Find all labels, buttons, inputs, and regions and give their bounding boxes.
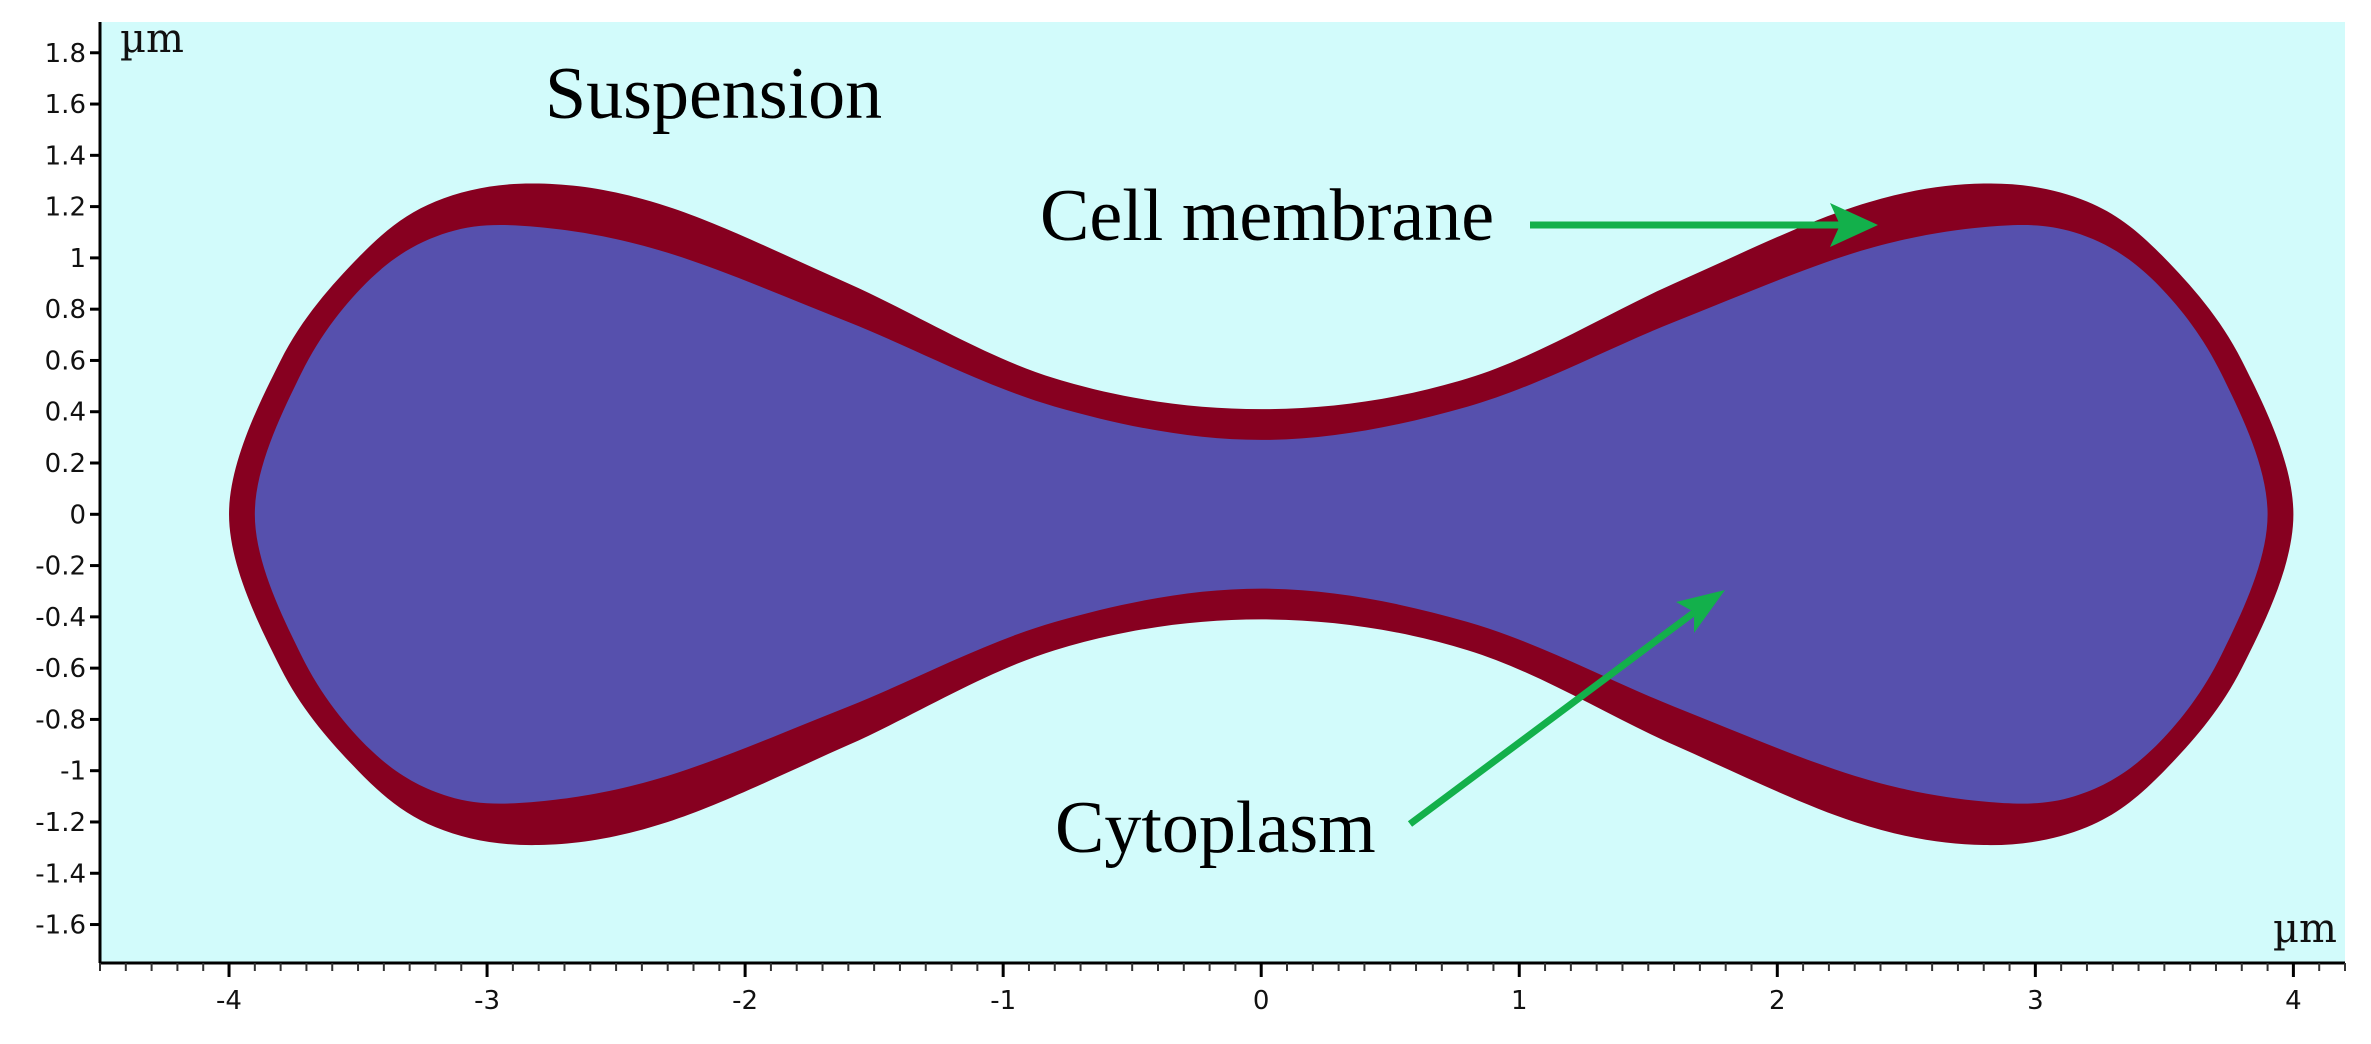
y-tick-label: 0.2: [45, 449, 86, 479]
x-tick-label: 0: [1253, 986, 1270, 1016]
cytoplasm-region: [254, 224, 2268, 804]
x-tick-label: -3: [474, 986, 500, 1016]
y-tick-label: 0: [69, 500, 86, 530]
membrane-arrow-head: [1830, 203, 1878, 247]
y-tick-label: 0.6: [45, 346, 86, 376]
y-tick-label: 0.8: [45, 295, 86, 325]
x-ticks: -4 -3 -2 -1 0 1 2 3 4: [99, 963, 2346, 1016]
y-tick-label: -0.8: [35, 705, 86, 735]
y-axis: -1.6 -1.4 -1.2 -1 -0.8 -0.6 -0.4 -0.2 0 0.2 0.4 0.6…: [35, 22, 102, 963]
y-tick-label: 1.6: [45, 90, 86, 120]
x-tick-label: 1: [1511, 986, 1528, 1016]
x-tick-label: 3: [2027, 986, 2044, 1016]
y-tick-label: -1.6: [35, 911, 86, 941]
y-ticks: -1.6 -1.4 -1.2 -1 -0.8 -0.6 -0.4 -0.2 0 0.2 0.4 0.6…: [35, 39, 100, 941]
annotation-arrows: [1407, 203, 1878, 827]
y-tick-label: 1.4: [45, 141, 86, 171]
y-tick-label: 1: [69, 244, 86, 274]
cytoplasm-arrow: [1407, 605, 1703, 827]
y-tick-label: -1: [60, 757, 86, 787]
membrane-label: Cell membrane: [1040, 175, 1494, 257]
x-tick-label: -4: [216, 986, 242, 1016]
x-tick-label: 4: [2285, 986, 2302, 1016]
cytoplasm-arrow-head: [1676, 590, 1725, 633]
y-tick-label: 0.4: [45, 398, 86, 428]
x-unit-label: µm: [2273, 906, 2337, 952]
y-tick-label: -0.2: [35, 552, 86, 582]
y-tick-label: -1.4: [35, 859, 86, 889]
cytoplasm-label: Cytoplasm: [1055, 787, 1376, 869]
suspension-label: Suspension: [545, 53, 882, 135]
y-tick-label: -1.2: [35, 808, 86, 838]
y-unit-label: µm: [120, 16, 184, 62]
y-tick-label: 1.8: [45, 39, 86, 69]
x-tick-label: -2: [732, 986, 758, 1016]
y-tick-label: 1.2: [45, 193, 86, 223]
x-tick-label: 2: [1769, 986, 1786, 1016]
y-tick-label: -0.4: [35, 603, 86, 633]
x-tick-label: -1: [990, 986, 1016, 1016]
x-axis: -4 -3 -2 -1 0 1 2 3 4: [99, 961, 2346, 1016]
y-tick-label: -0.6: [35, 654, 86, 684]
